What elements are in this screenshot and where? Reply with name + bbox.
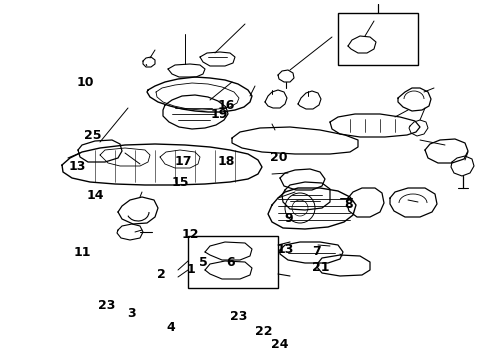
Text: 18: 18 <box>218 155 235 168</box>
Text: 23: 23 <box>230 310 248 323</box>
Text: 22: 22 <box>255 325 272 338</box>
Text: 11: 11 <box>74 246 91 258</box>
Text: 10: 10 <box>77 76 95 89</box>
Text: 15: 15 <box>172 176 189 189</box>
Text: 13: 13 <box>69 160 86 173</box>
Text: 5: 5 <box>199 256 208 269</box>
Bar <box>188 236 278 288</box>
Text: 16: 16 <box>218 99 235 112</box>
Text: 24: 24 <box>270 338 288 351</box>
Text: 6: 6 <box>226 256 235 269</box>
Bar <box>338 13 418 65</box>
Text: 17: 17 <box>175 155 193 168</box>
Text: 13: 13 <box>276 243 294 256</box>
Text: 1: 1 <box>187 263 196 276</box>
Text: 3: 3 <box>127 307 136 320</box>
Text: 2: 2 <box>157 268 166 281</box>
Text: 25: 25 <box>84 129 102 141</box>
Text: 23: 23 <box>98 299 116 312</box>
Text: 4: 4 <box>166 321 175 334</box>
Text: 19: 19 <box>211 108 228 121</box>
Text: 14: 14 <box>87 189 104 202</box>
Text: 8: 8 <box>344 198 353 211</box>
Text: 9: 9 <box>285 212 294 225</box>
Text: 21: 21 <box>312 261 330 274</box>
Text: 7: 7 <box>312 245 320 258</box>
Text: 12: 12 <box>181 228 199 240</box>
Text: 20: 20 <box>270 151 287 164</box>
